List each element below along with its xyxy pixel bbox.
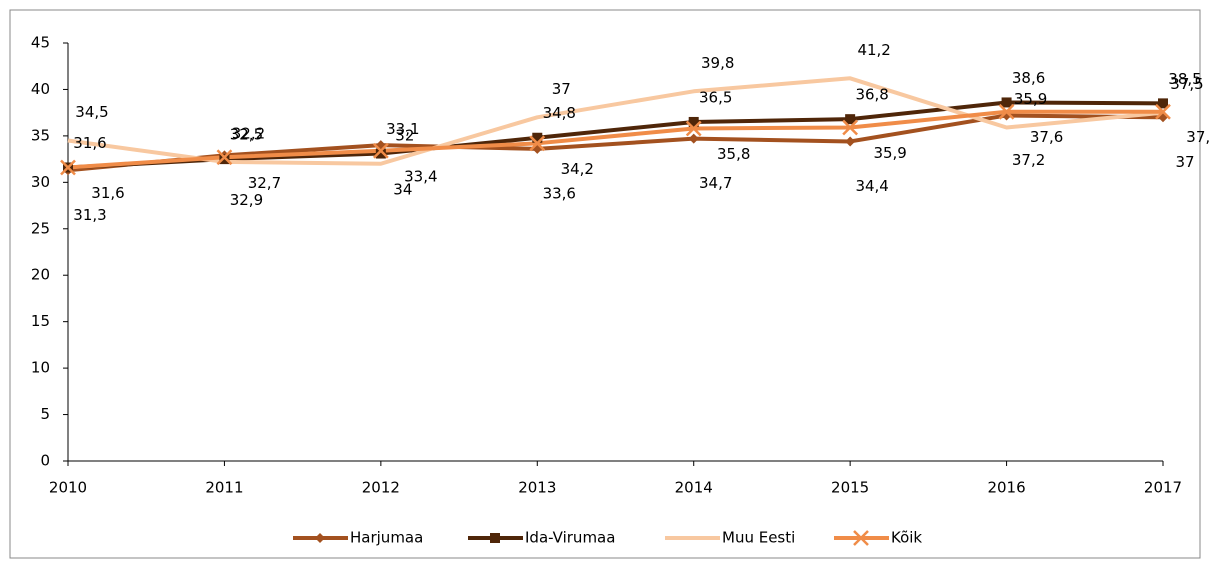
y-tick-label: 25 [31, 219, 50, 237]
point-marker [845, 136, 856, 147]
series-line [67, 100, 1164, 170]
data-label: 34 [393, 181, 412, 199]
data-label: 32,9 [230, 191, 263, 209]
x-tick-label: 2012 [362, 479, 400, 497]
series-line [67, 109, 1163, 170]
data-label: 37 [552, 80, 571, 98]
point-marker [1001, 97, 1012, 108]
data-label: 33,4 [404, 167, 437, 185]
data-label: 31,3 [73, 206, 106, 224]
x-tick-label: 2017 [1144, 479, 1182, 497]
point-marker [216, 149, 233, 166]
point-marker [375, 148, 386, 159]
data-label: 37,6 [1186, 128, 1211, 146]
series-line [67, 76, 1164, 166]
point-marker [529, 135, 546, 152]
legend-label: Ida-Virumaa [525, 529, 615, 547]
y-tick-label: 0 [40, 452, 50, 470]
data-label: 32,2 [232, 124, 265, 142]
data-label: 34,8 [543, 104, 576, 122]
point-marker [60, 159, 76, 176]
y-tick-label: 15 [31, 312, 50, 330]
y-tick-label: 35 [31, 126, 50, 144]
data-label: 41,2 [857, 41, 890, 59]
x-tick-label: 2016 [987, 479, 1025, 497]
y-tick-label: 30 [31, 173, 50, 191]
data-label: 36,8 [855, 86, 888, 104]
point-marker [372, 142, 389, 159]
data-label: 32,5 [230, 126, 263, 144]
data-label: 37 [1175, 153, 1194, 171]
y-tick-label: 20 [31, 266, 50, 284]
data-label: 37,6 [1030, 128, 1063, 146]
point-marker [688, 133, 699, 144]
data-label: 32 [395, 126, 414, 144]
point-marker [842, 119, 859, 136]
data-label: 34,7 [699, 174, 732, 192]
point-marker [1158, 98, 1168, 109]
legend-label: Muu Eesti [722, 529, 795, 547]
data-label: 31,6 [91, 184, 124, 202]
data-label: 39,8 [701, 54, 734, 72]
x-tick-label: 2011 [205, 479, 243, 497]
point-marker [685, 120, 702, 137]
y-tick-label: 40 [31, 80, 50, 98]
point-marker [688, 116, 699, 127]
x-tick-label: 2010 [49, 479, 87, 497]
legend-marker [853, 530, 869, 546]
x-tick-label: 2014 [675, 479, 713, 497]
y-tick-label: 45 [31, 34, 50, 52]
x-tick-label: 2013 [518, 479, 556, 497]
legend-marker [490, 533, 500, 543]
legend-label: Kõik [891, 529, 922, 547]
y-tick-label: 5 [40, 405, 50, 423]
data-label: 37,2 [1012, 151, 1045, 169]
data-label: 38,6 [1012, 69, 1045, 87]
legend-label: Harjumaa [350, 529, 423, 547]
legend-marker [315, 533, 325, 543]
data-label: 33,1 [386, 120, 419, 138]
data-label: 34,4 [855, 177, 888, 195]
data-label: 35,8 [717, 145, 750, 163]
data-label: 31,6 [73, 134, 106, 152]
data-label: 33,6 [543, 184, 576, 202]
point-marker [219, 154, 230, 165]
data-label: 38,5 [1168, 70, 1201, 88]
y-tick-label: 10 [31, 359, 50, 377]
x-tick-label: 2015 [831, 479, 869, 497]
data-label: 37,5 [1170, 75, 1203, 93]
data-label: 32,7 [248, 174, 281, 192]
data-label: 35,9 [873, 144, 906, 162]
point-marker [845, 114, 856, 125]
point-marker [1155, 103, 1171, 120]
point-marker [532, 132, 543, 143]
data-label: 34,5 [75, 103, 108, 121]
data-label: 35,9 [1014, 90, 1047, 108]
point-marker [998, 103, 1015, 120]
data-label: 36,5 [699, 88, 732, 106]
data-label: 34,2 [561, 160, 594, 178]
